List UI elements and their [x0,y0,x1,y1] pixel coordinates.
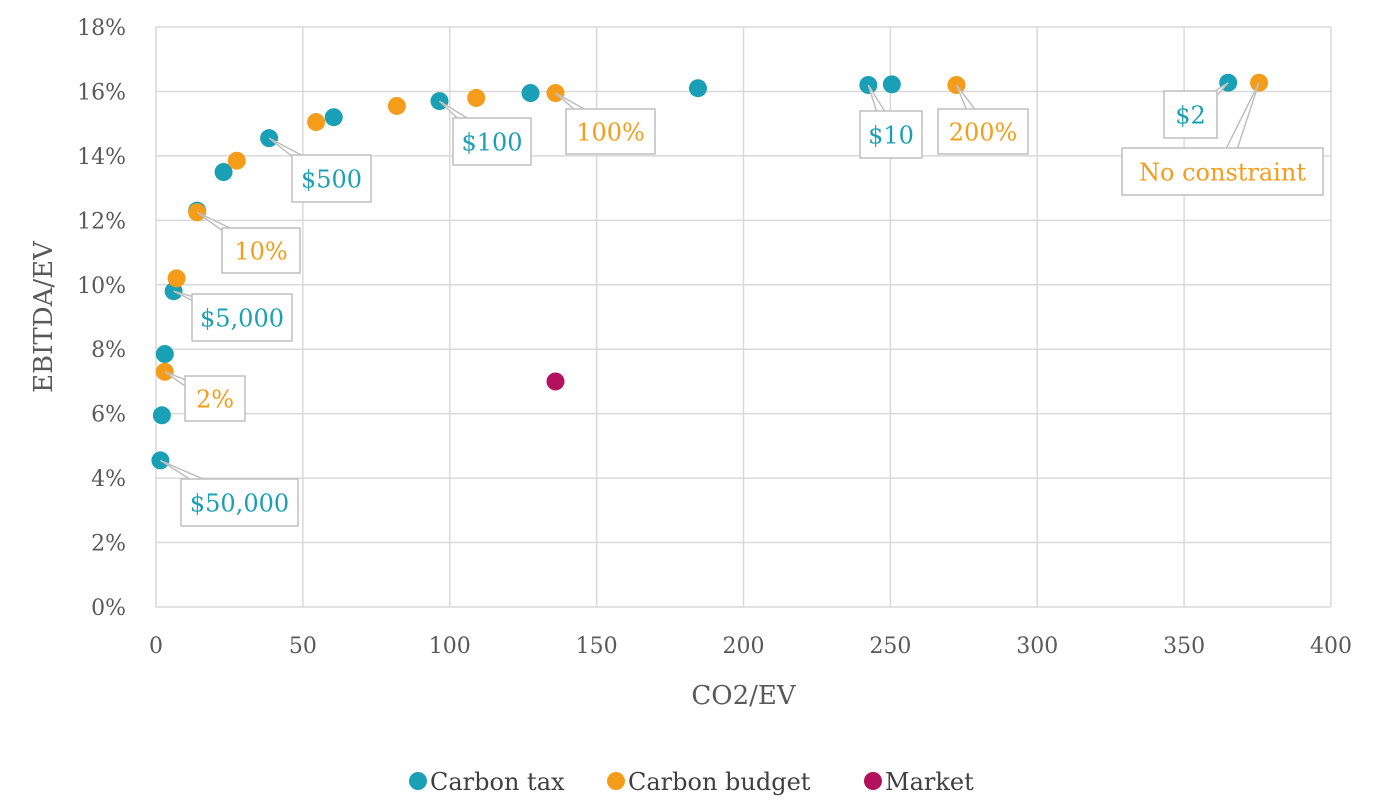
x-tick-label: 50 [289,634,317,659]
point-carbon-budget [467,88,486,107]
point-carbon-budget [387,96,406,115]
callout: 2% [164,371,246,422]
y-tick-label: 10% [77,274,126,299]
callout: $5,000 [173,290,293,342]
x-tick-label: 300 [1016,634,1058,659]
point-carbon-budget [227,151,246,170]
point-carbon-budget [167,269,186,288]
x-tick-label: 150 [576,634,618,659]
point-carbon-tax [155,345,174,364]
legend-marker [409,772,427,790]
callout-fill [861,112,921,157]
callout-fill [454,119,530,164]
callout: 200% [937,84,1029,155]
callout: $100 [438,100,532,166]
legend-label: Carbon tax [430,768,565,796]
point-market [546,372,565,391]
callout-label: $50,000 [190,490,289,518]
callout-label: 2% [196,386,234,414]
callout-label: No constraint [1139,159,1306,187]
callout: $10 [859,84,923,159]
callout: $50,000 [160,459,299,527]
callout-fill [1123,149,1322,194]
callout-label: $500 [301,166,362,194]
callout-label: 10% [234,238,287,266]
y-axis-title: EBITDA/EV [29,240,59,393]
callout-label: $10 [868,122,914,150]
x-tick-label: 350 [1163,634,1205,659]
point-carbon-tax [521,84,540,103]
callout: 10% [196,211,301,274]
callout-fill [1165,92,1216,137]
y-tick-label: 14% [77,145,126,170]
point-carbon-tax [324,108,343,127]
x-tick-label: 400 [1310,634,1352,659]
data-callouts: $50,000 2% $5,000 10% $500 $100 100% $10 200% $2 N… [160,82,1324,527]
legend-label: Market [885,768,974,796]
point-carbon-tax [882,75,901,94]
callout-fill [293,156,370,201]
callout: $2 [1163,82,1229,139]
y-tick-label: 16% [77,80,126,105]
callout-fill [223,229,299,272]
x-tick-label: 250 [869,634,911,659]
legend-marker [864,772,882,790]
point-carbon-tax [152,406,171,425]
x-tick-label: 0 [149,634,163,659]
y-tick-label: 6% [91,403,126,428]
y-tick-label: 2% [91,532,126,557]
callout-label: $2 [1175,102,1206,130]
y-tick-label: 8% [91,338,126,363]
y-axis-ticks: 0% 2% 4% 6% 8% 10% 12% 14% 16% 18% [77,16,126,621]
callout-fill [567,110,654,153]
x-tick-label: 100 [429,634,471,659]
y-tick-label: 0% [91,596,126,621]
callout-fill [939,110,1027,153]
callout-label: $100 [461,129,522,157]
point-carbon-tax [688,79,707,98]
x-tick-label: 200 [723,634,765,659]
callout: $500 [268,137,372,203]
point-carbon-budget [307,113,326,132]
y-tick-label: 4% [91,467,126,492]
x-axis-title: CO2/EV [691,681,796,711]
callout-label: $5,000 [200,305,284,333]
point-carbon-tax [214,163,233,181]
y-tick-label: 18% [77,16,126,41]
callout-label: 100% [576,119,645,147]
data-points [151,73,1269,470]
x-axis-ticks: 0 50 100 150 200 250 300 350 400 [149,634,1352,659]
callout-fill [182,480,297,525]
callout-fill [193,295,291,340]
callout: No constraint [1121,82,1324,196]
legend: Carbon tax Carbon budget Market [409,768,974,796]
legend-marker [607,772,625,790]
gridlines [155,26,1332,608]
legend-label: Carbon budget [628,768,811,796]
y-tick-label: 12% [77,209,126,234]
callout-fill [186,377,244,420]
callout: 100% [555,92,656,155]
callout-label: 200% [949,119,1018,147]
